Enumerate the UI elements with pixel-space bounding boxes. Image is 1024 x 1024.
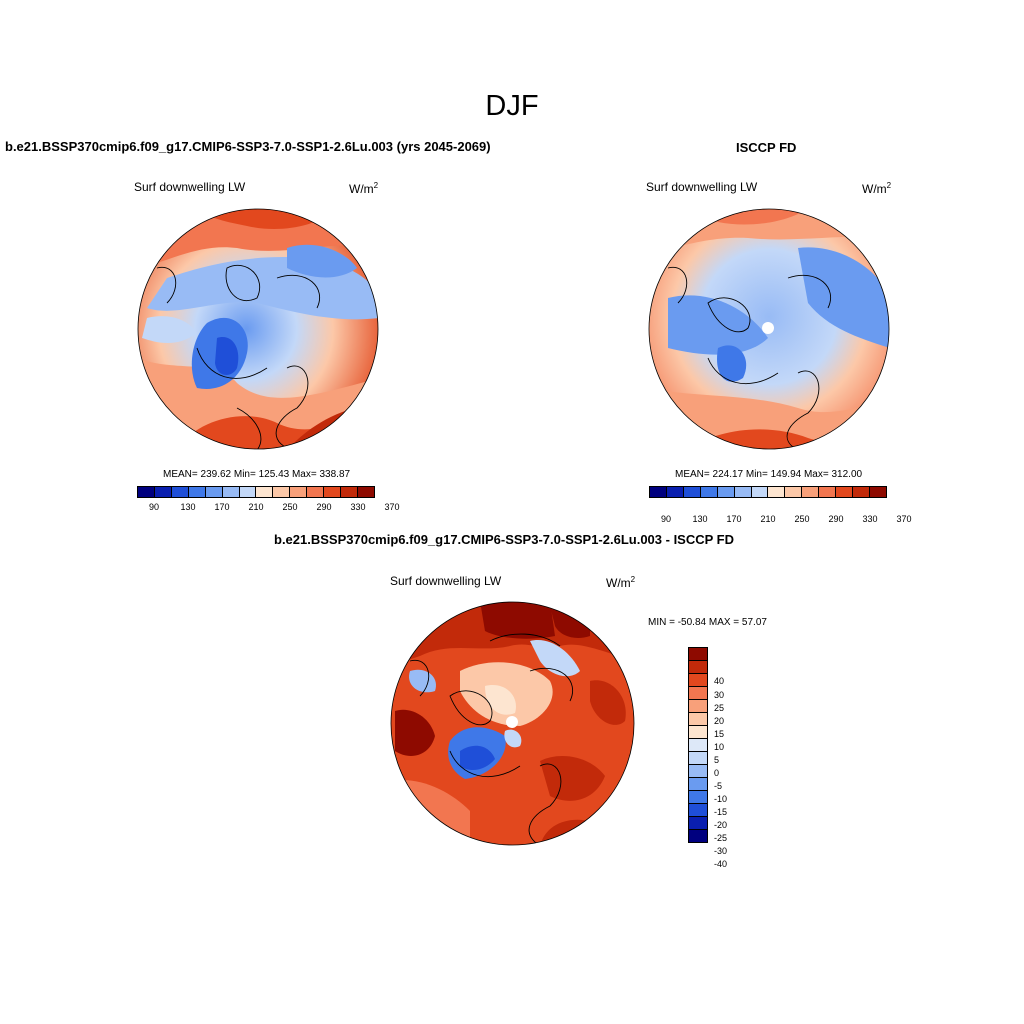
colorbar-tick-label: 210 [248, 502, 264, 512]
colorbar-tick-label: 330 [350, 502, 366, 512]
colorbar-swatch [650, 487, 667, 497]
diff-panel-minmax: MIN = -50.84 MAX = 57.07 [648, 617, 767, 628]
colorbar-swatch [869, 487, 886, 497]
colorbar-tick-label: -25 [714, 833, 728, 844]
colorbar-tick-label: -15 [714, 807, 728, 818]
colorbar-tick-label: 0 [714, 767, 720, 778]
colorbar-tick-label: 130 [180, 502, 196, 512]
colorbar-swatch [689, 726, 707, 739]
colorbar-swatch [689, 804, 707, 817]
diff-panel-unit: W/m2 [606, 575, 636, 590]
colorbar-swatch [717, 487, 735, 497]
colorbar-swatch [689, 648, 707, 661]
panel-2-title: ISCCP FD [736, 140, 797, 155]
diff-colorbar-labels: 40 30 25 20 15 10 5 0 -5 -10 -15 -20 -25 -30 -40 [714, 671, 754, 870]
colorbar-tick-label: 15 [714, 728, 725, 739]
colorbar-tick-label: 210 [760, 514, 776, 524]
colorbar-swatch [239, 487, 257, 497]
colorbar-swatch [256, 487, 274, 497]
colorbar-swatch [689, 687, 707, 700]
colorbar-tick-label: 370 [384, 502, 400, 512]
colorbar-swatch [785, 487, 803, 497]
panel-2-unit: W/m2 [862, 181, 892, 196]
colorbar-tick-label: 130 [692, 514, 708, 524]
colorbar-swatch [700, 487, 718, 497]
colorbar-tick-label: 90 [660, 514, 672, 524]
panel-2-colorbar [649, 486, 887, 498]
colorbar-tick-label: -10 [714, 794, 728, 805]
colorbar-tick-label: 20 [714, 715, 725, 726]
colorbar-swatch [205, 487, 223, 497]
colorbar-swatch [689, 778, 707, 791]
colorbar-swatch [290, 487, 308, 497]
colorbar-swatch [853, 487, 870, 497]
colorbar-swatch [689, 674, 707, 687]
panel-1-colorbar [137, 486, 375, 498]
panel-1-title: b.e21.BSSP370cmip6.f09_g17.CMIP6-SSP3-7.… [5, 139, 491, 154]
colorbar-tick-label: 250 [794, 514, 810, 524]
colorbar-tick-label: 5 [714, 754, 720, 765]
colorbar-swatch [683, 487, 701, 497]
colorbar-tick-label: 25 [714, 702, 725, 713]
diff-polar-map [390, 601, 635, 846]
colorbar-swatch [689, 713, 707, 726]
colorbar-swatch [273, 487, 291, 497]
colorbar-swatch [666, 487, 684, 497]
panel-2-colorbar-labels: 90 130 170 210 250 290 330 370 [649, 514, 912, 526]
colorbar-swatch [689, 700, 707, 713]
colorbar-swatch [357, 487, 374, 497]
colorbar-tick-label: 290 [316, 502, 332, 512]
colorbar-swatch [802, 487, 820, 497]
colorbar-swatch [689, 661, 707, 674]
panel-2-polar-map [648, 208, 890, 450]
colorbar-tick-label: 30 [714, 689, 725, 700]
colorbar-tick-label: 250 [282, 502, 298, 512]
colorbar-swatch [154, 487, 172, 497]
diff-panel-title: b.e21.BSSP370cmip6.f09_g17.CMIP6-SSP3-7.… [274, 532, 735, 547]
colorbar-swatch [188, 487, 206, 497]
colorbar-tick-label: 40 [714, 676, 725, 687]
panel-1-polar-map [137, 208, 379, 450]
colorbar-swatch [689, 739, 707, 752]
diff-colorbar [688, 647, 708, 843]
colorbar-tick-label: 170 [726, 514, 742, 524]
colorbar-swatch [222, 487, 240, 497]
panel-1-unit: W/m2 [349, 181, 379, 196]
colorbar-swatch [171, 487, 189, 497]
panel-2-stats: MEAN= 224.17 Min= 149.94 Max= 312.00 [675, 469, 863, 480]
colorbar-tick-label: -40 [714, 859, 728, 870]
panel-1-variable: Surf downwelling LW [134, 180, 246, 194]
colorbar-tick-label: -30 [714, 846, 728, 857]
colorbar-swatch [689, 830, 707, 842]
panel-1-colorbar-labels: 90 130 170 210 250 290 330 370 [137, 502, 400, 514]
colorbar-swatch [689, 765, 707, 778]
panel-2-variable: Surf downwelling LW [646, 180, 758, 194]
colorbar-tick-label: 10 [714, 741, 725, 752]
colorbar-tick-label: -20 [714, 820, 728, 831]
colorbar-tick-label: 170 [214, 502, 230, 512]
colorbar-swatch [324, 487, 342, 497]
colorbar-swatch [138, 487, 155, 497]
diff-panel-variable: Surf downwelling LW [390, 574, 502, 588]
colorbar-tick-label: 90 [148, 502, 160, 512]
colorbar-swatch [751, 487, 769, 497]
colorbar-swatch [307, 487, 325, 497]
season-title: DJF [485, 90, 539, 122]
colorbar-swatch [819, 487, 837, 497]
colorbar-swatch [836, 487, 854, 497]
colorbar-swatch [689, 752, 707, 765]
colorbar-tick-label: 370 [896, 514, 912, 524]
panel-1-stats: MEAN= 239.62 Min= 125.43 Max= 338.87 [163, 469, 351, 480]
colorbar-swatch [341, 487, 358, 497]
colorbar-swatch [689, 817, 707, 830]
colorbar-tick-label: 290 [828, 514, 844, 524]
colorbar-tick-label: 330 [862, 514, 878, 524]
colorbar-swatch [768, 487, 786, 497]
colorbar-swatch [689, 791, 707, 804]
colorbar-swatch [734, 487, 752, 497]
colorbar-tick-label: -5 [714, 780, 723, 791]
